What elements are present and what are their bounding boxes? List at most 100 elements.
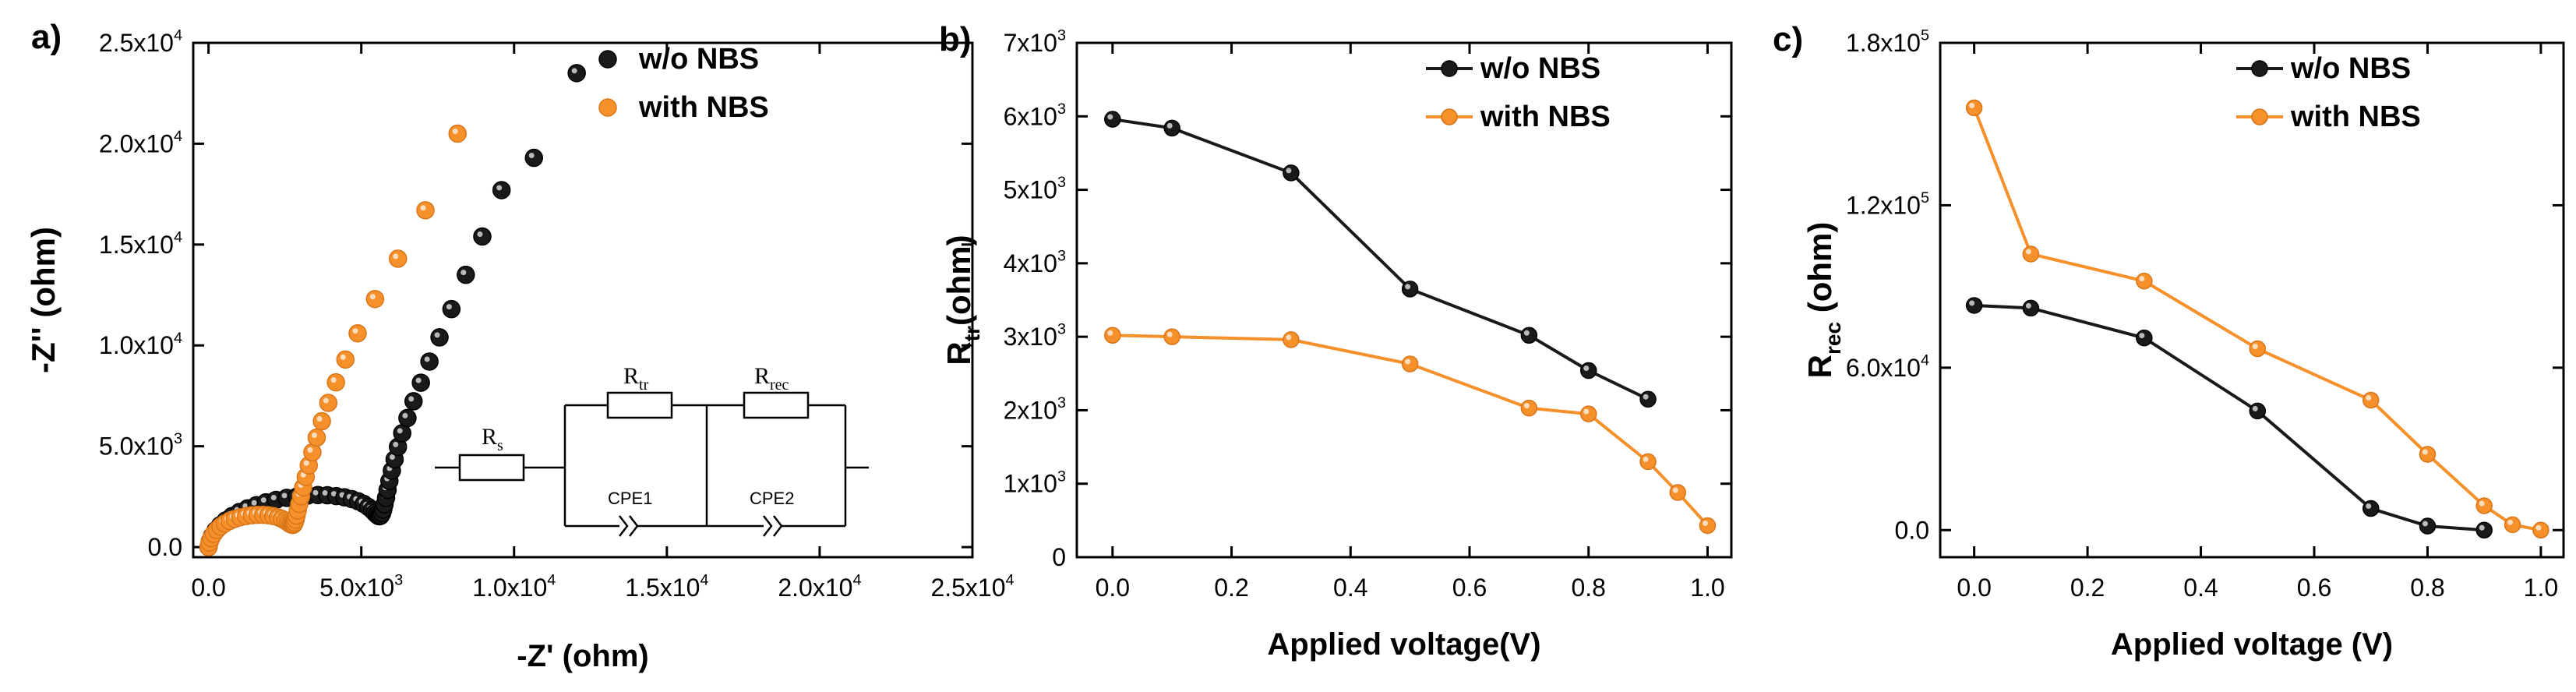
legend-label: with NBS [1480, 101, 1611, 133]
series-with-nbs-point-highlight [2422, 449, 2428, 455]
y-tick-label-exp: 4 [174, 27, 182, 44]
series-wo-nbs-point-highlight [397, 428, 403, 434]
series-wo-nbs-point [398, 408, 417, 428]
x-tick-label: 0.0 [1957, 574, 1991, 602]
series-wo-nbs-point [2249, 402, 2267, 420]
y-tick-label: 0.0 [1895, 516, 1929, 544]
x-tick-label: 0.0 [191, 574, 225, 602]
y-tick-label-base: 0.0 [1895, 516, 1929, 544]
y-axis-title-main: R [1801, 355, 1838, 378]
legend-label: w/o NBS [1480, 52, 1600, 85]
y-tick-label-base: 1.0x10 [99, 331, 174, 359]
rtr-label-sub: tr [639, 376, 649, 394]
plot-frame [192, 41, 974, 559]
legend: w/o NBS with NBS [598, 43, 769, 124]
x-tick-label: 0.4 [1333, 574, 1367, 602]
panel-label: c) [1773, 20, 1803, 58]
series-with-nbs-point-highlight [1583, 408, 1590, 415]
series-with-nbs-point-highlight [2025, 249, 2031, 255]
series-wo-nbs-point [1639, 390, 1657, 408]
x-tick-label: 5.0x103 [319, 572, 403, 602]
series-with-nbs-point [2475, 497, 2493, 514]
series-with-nbs-point [1669, 484, 1687, 501]
data-layer [1965, 99, 2550, 539]
y-axis-title: -Z'' (ohm) [25, 227, 62, 373]
series-with-nbs-point-highlight [311, 432, 317, 439]
x-tick-label: 0.6 [2297, 574, 2331, 602]
series-wo-nbs-point [2362, 500, 2380, 517]
legend-label: with NBS [638, 91, 769, 124]
series-with-nbs-point-highlight [1405, 358, 1411, 365]
series-wo-nbs-point [457, 265, 475, 284]
y-tick-label: 0 [1052, 543, 1066, 571]
legend-marker [1441, 108, 1458, 125]
x-tick-label: 1.0 [2524, 574, 2558, 602]
x-tick-label-exp: 4 [547, 572, 556, 589]
series-with-nbs-point [336, 350, 355, 369]
y-tick-label: 2.5x104 [99, 27, 182, 57]
y-tick-label: 1.5x104 [99, 228, 182, 258]
series-with-nbs-point [1283, 331, 1300, 348]
series-with-nbs-point-highlight [1643, 456, 1649, 462]
y-tick-label-exp: 5 [1921, 189, 1929, 207]
series-wo-nbs-point-highlight [571, 68, 577, 74]
cpe1-symbol [629, 515, 639, 537]
series-wo-nbs-point-highlight [408, 396, 415, 402]
series-with-nbs-point [2419, 446, 2437, 463]
series-wo-nbs-point-highlight [2025, 302, 2031, 309]
y-tick-label-exp: 4 [174, 228, 182, 245]
rs-label-main: R [482, 424, 497, 450]
series-with-nbs-point-highlight [340, 354, 346, 360]
x-axis-title: -Z' (ohm) [517, 639, 648, 673]
y-tick-label-base: 7x10 [1004, 29, 1057, 57]
series-with-nbs-point-highlight [452, 128, 458, 134]
series-wo-nbs-point-highlight [496, 185, 503, 191]
y-axis-title-sub: rec [1821, 322, 1845, 355]
series-with-nbs-point [1639, 453, 1657, 471]
x-tick-label: 1.0x104 [472, 572, 556, 602]
y-tick-label-base: 5x10 [1004, 176, 1057, 204]
series-wo-nbs-point-highlight [461, 270, 467, 276]
series-with-nbs-point [1104, 327, 1121, 344]
series-with-nbs-point-highlight [323, 397, 329, 404]
series-with-nbs-point-highlight [1672, 487, 1678, 493]
series-wo-nbs-point-highlight [331, 491, 337, 497]
y-tick-label: 4x103 [1004, 247, 1066, 277]
series-with-nbs-point [1401, 355, 1419, 372]
series-wo-nbs-point-highlight [1166, 122, 1173, 129]
x-axis-title: Applied voltage(V) [1267, 627, 1540, 662]
legend-marker [2251, 108, 2268, 125]
series-wo-nbs-point [524, 148, 544, 168]
series-with-nbs-point [2022, 245, 2040, 263]
series-wo-nbs-point-highlight [1969, 300, 1975, 306]
x-tick-label: 0.4 [2183, 574, 2218, 602]
series-wo-nbs-point-highlight [402, 412, 408, 418]
legend-marker [598, 50, 617, 69]
x-tick-label: 1.0 [1690, 574, 1724, 602]
x-tick-label: 2.5x104 [930, 572, 1014, 602]
legend-marker [2251, 60, 2268, 77]
series-wo-nbs-point [567, 64, 586, 83]
series-wo-nbs-point-highlight [446, 304, 452, 310]
y-tick-label: 5.0x103 [99, 430, 182, 460]
series-wo-nbs-point [411, 373, 430, 392]
y-tick-label-exp: 3 [1057, 394, 1066, 411]
y-tick-label-exp: 3 [1057, 468, 1066, 485]
series-wo-nbs-point [1283, 164, 1300, 182]
series-wo-nbs-point-highlight [1643, 394, 1649, 400]
series-with-nbs-point-highlight [369, 294, 376, 300]
series-wo-nbs-point [473, 227, 492, 246]
y-tick-label-exp: 3 [1057, 27, 1066, 44]
y-tick-label-exp: 3 [1057, 247, 1066, 264]
series-wo-nbs-point-highlight [1523, 330, 1530, 336]
series-with-nbs-point [2362, 391, 2380, 409]
rtr-resistor [606, 391, 673, 419]
panel-b: b)0.0 0.2 0.4 0.6 0.8 1.001x1032x1033x1034x10… [939, 20, 1733, 662]
series-with-nbs-point-highlight [2479, 500, 2485, 507]
series-wo-nbs-point [393, 424, 411, 443]
series-wo-nbs-point-highlight [1107, 114, 1113, 120]
series-wo-nbs-point-highlight [260, 497, 266, 503]
y-axis-title-unit: (ohm) [940, 235, 977, 326]
series-wo-nbs-point [1520, 327, 1538, 344]
